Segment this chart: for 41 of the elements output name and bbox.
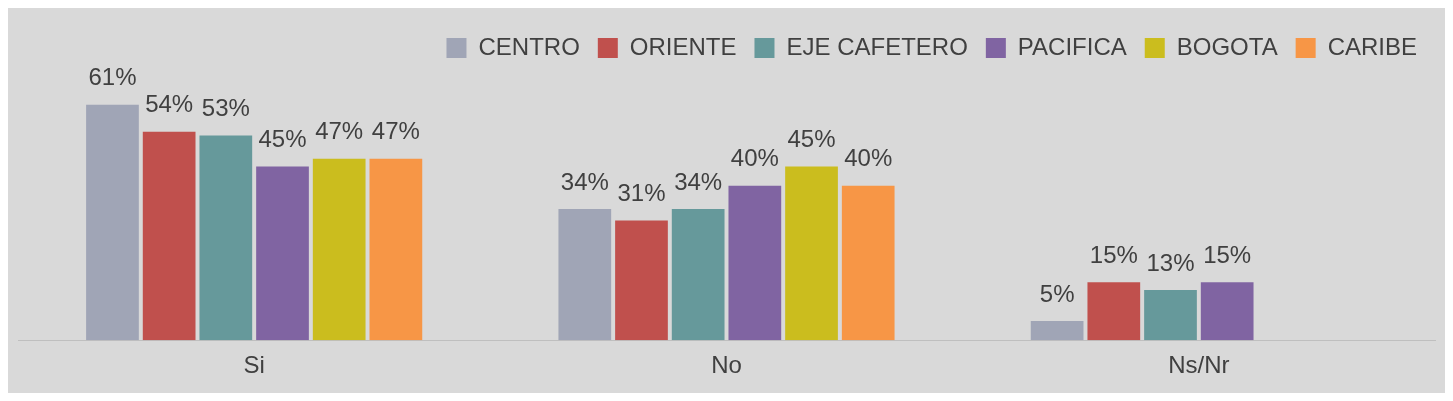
legend-label: CENTRO (478, 32, 580, 60)
data-label: 40% (730, 144, 779, 172)
bar (671, 208, 725, 341)
bar (615, 220, 668, 341)
bar (785, 166, 838, 341)
bar (1144, 290, 1197, 341)
bar (256, 166, 309, 341)
legend-label: PACIFICA (1017, 32, 1127, 60)
bar (312, 158, 366, 341)
data-label: 15% (1203, 240, 1252, 268)
legend-label: BOGOTA (1176, 32, 1278, 60)
data-label: 31% (617, 179, 666, 207)
bar (369, 158, 423, 341)
bar (86, 104, 139, 341)
bar (558, 208, 612, 341)
x-tick-label: No (711, 351, 742, 379)
bar (199, 135, 253, 341)
x-tick-label: Ns/Nr (1168, 351, 1230, 379)
bar (1030, 320, 1084, 341)
bar (1200, 282, 1254, 341)
data-label: 5% (1039, 279, 1075, 307)
data-label: 40% (844, 144, 893, 172)
bar (1087, 282, 1141, 341)
data-label: 53% (201, 94, 250, 122)
bar (728, 185, 782, 341)
legend-label: CARIBE (1327, 32, 1417, 60)
x-tick-label: Si (243, 351, 265, 379)
data-label: 45% (258, 125, 307, 153)
data-label: 47% (315, 117, 364, 145)
data-label: 54% (145, 90, 194, 118)
data-label: 45% (787, 125, 836, 153)
data-label: 13% (1146, 248, 1195, 276)
legend-label: ORIENTE (629, 32, 737, 60)
data-label: 34% (674, 167, 723, 195)
legend-label: EJE CAFETERO (786, 32, 968, 60)
data-label: 47% (371, 117, 420, 145)
bar (841, 185, 895, 341)
bar (142, 131, 196, 341)
data-label: 61% (88, 63, 137, 91)
data-label: 15% (1089, 240, 1138, 268)
data-label: 34% (560, 167, 609, 195)
